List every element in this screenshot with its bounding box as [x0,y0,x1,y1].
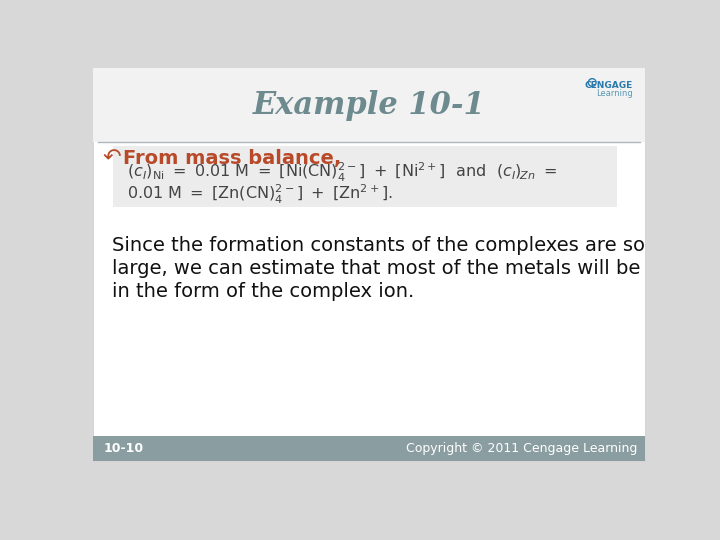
Text: ↶: ↶ [102,148,121,168]
Text: Copyright © 2011 Cengage Learning: Copyright © 2011 Cengage Learning [406,442,637,455]
Text: $(c_I)_{\mathrm{Ni}}\ =\ 0.01\ \mathrm{M}\ =\ [\mathrm{Ni(CN)}_4^{2-}]\ +\ [\mat: $(c_I)_{\mathrm{Ni}}\ =\ 0.01\ \mathrm{M… [127,161,557,184]
Text: large, we can estimate that most of the metals will be: large, we can estimate that most of the … [112,259,640,278]
Text: Learning: Learning [595,89,632,98]
Text: 10-10: 10-10 [104,442,144,455]
Text: CENGAGE: CENGAGE [584,81,632,90]
Text: $0.01\ \mathrm{M}\ =\ [\mathrm{Zn(CN)}_4^{2-}]\ +\ [\mathrm{Zn}^{2+}].$: $0.01\ \mathrm{M}\ =\ [\mathrm{Zn(CN)}_4… [127,183,393,206]
Text: in the form of the complex ion.: in the form of the complex ion. [112,282,414,301]
Bar [93,436,645,461]
Text: Example 10-1: Example 10-1 [253,90,485,121]
Bar [113,146,617,207]
Bar [93,68,645,142]
Text: From mass balance,: From mass balance, [122,149,341,168]
Text: Since the formation constants of the complexes are so: Since the formation constants of the com… [112,237,644,255]
